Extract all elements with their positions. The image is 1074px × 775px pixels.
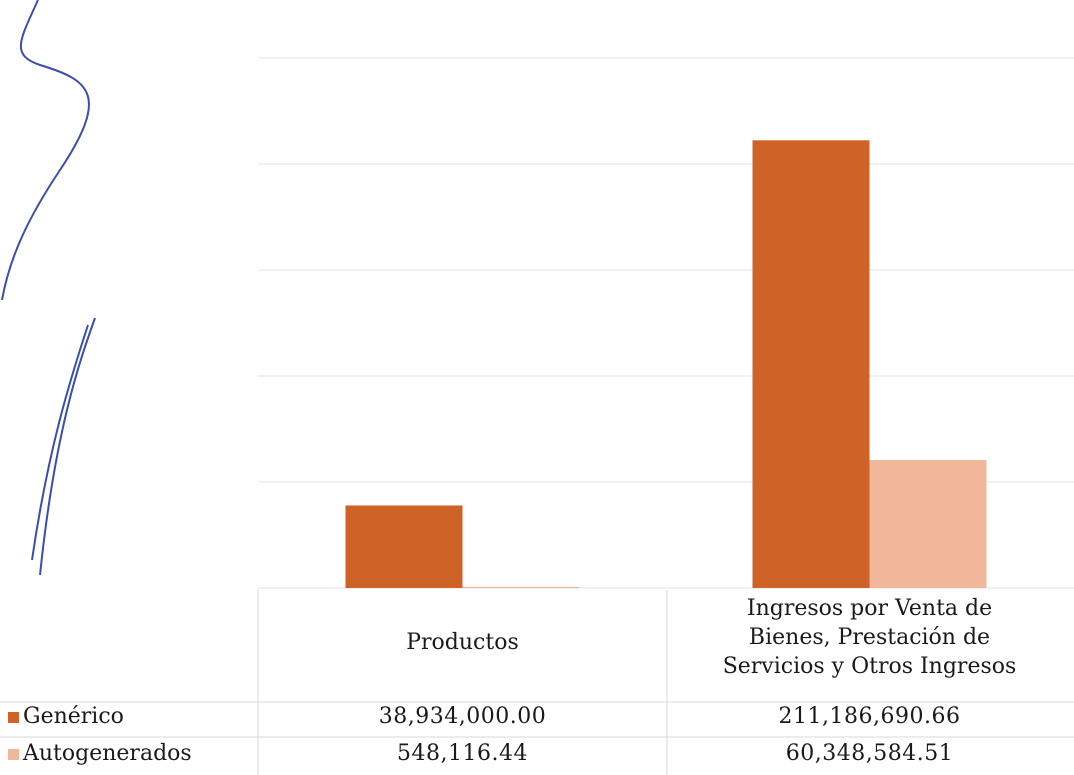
legend-autogenerados: Autogenerados	[8, 740, 192, 768]
bar-autogenerados-productos	[462, 586, 580, 588]
bar-generico-productos	[345, 505, 463, 588]
signature-mark	[1, 0, 96, 576]
legend-label-autogenerados: Autogenerados	[23, 741, 192, 766]
category-label-productos: Productos	[406, 630, 519, 655]
legend-swatch-autogenerados	[8, 748, 19, 760]
bar-chart	[1, 0, 1074, 589]
data-label-generico-productos: 38,934,000.00	[378, 704, 547, 729]
legend-swatch-generico	[8, 711, 19, 723]
legend-label-generico: Genérico	[23, 704, 124, 729]
category-label-line: Bienes, Prestación de	[748, 625, 991, 650]
bar-generico-ingresos	[752, 140, 870, 588]
data-label-generico-ingresos: 211,186,690.66	[778, 704, 961, 729]
category-label-ingresos: Ingresos por Venta de Bienes, Prestación…	[667, 594, 1072, 681]
category-label-line: Servicios y Otros Ingresos	[722, 654, 1017, 679]
category-label-line: Ingresos por Venta de	[746, 596, 993, 621]
data-label-autogenerados-productos: 548,116.44	[397, 741, 528, 766]
data-label-autogenerados-ingresos: 60,348,584.51	[785, 741, 954, 766]
legend-generico: Genérico	[8, 703, 124, 731]
bar-autogenerados-ingresos	[869, 460, 987, 588]
data-table-grid	[0, 590, 1074, 775]
